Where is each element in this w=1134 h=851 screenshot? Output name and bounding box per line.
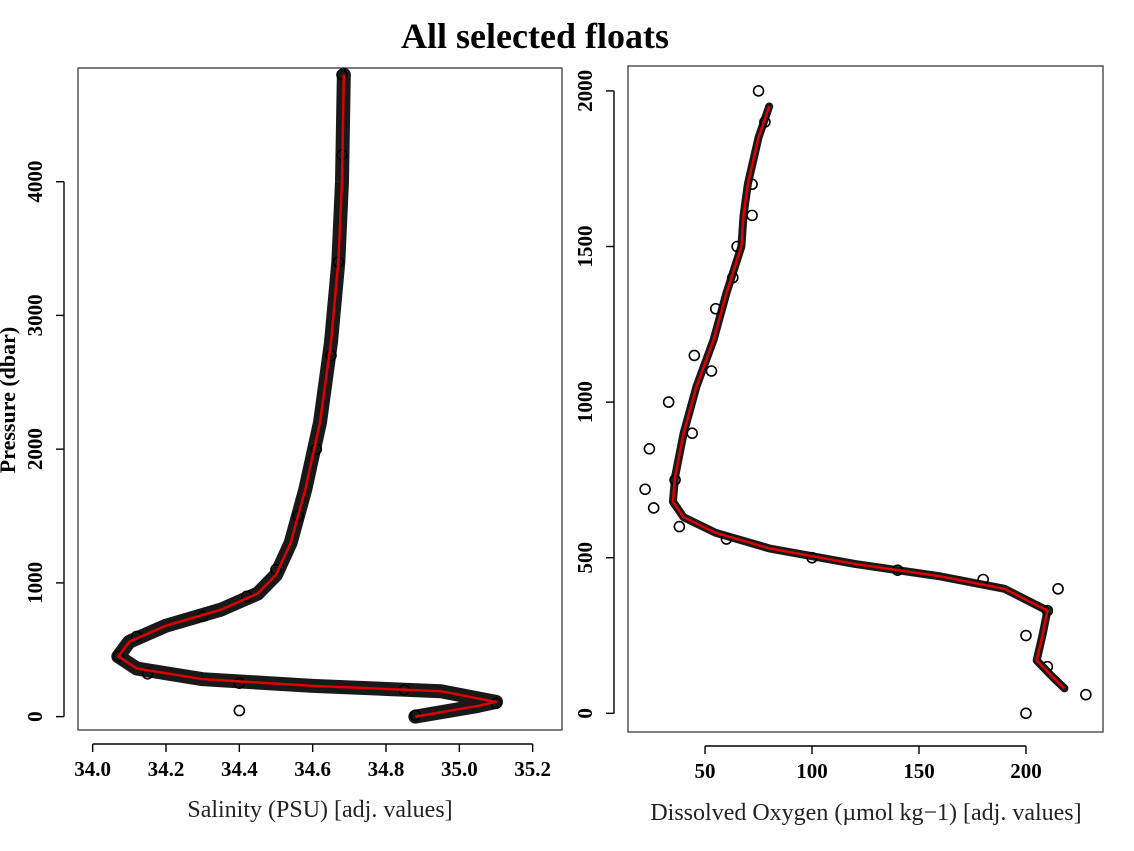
salinity-plot-frame	[77, 67, 563, 731]
oxygen-data-point	[1052, 583, 1064, 595]
oxygen-data-point	[643, 442, 656, 455]
oxygen-data-point	[752, 85, 765, 97]
salinity-y-tick-label: 4000	[23, 161, 47, 203]
salinity-x-tick-label: 35.0	[441, 757, 478, 781]
oxygen-x-tick-label: 100	[796, 759, 828, 783]
oxygen-mean-profile-line	[671, 106, 1066, 690]
oxygen-data-point	[705, 365, 718, 377]
oxygen-x-tick-label: 150	[903, 759, 935, 783]
oxygen-x-axis-label: Dissolved Oxygen (µmol kg−1) [adj. value…	[650, 800, 1081, 826]
salinity-x-tick-label: 34.2	[148, 757, 185, 781]
salinity-y-tick-label: 1000	[23, 562, 47, 604]
oxygen-x-tick-label: 200	[1010, 759, 1042, 783]
oxygen-data-point	[1020, 629, 1032, 642]
oxygen-y-tick-label: 1500	[573, 226, 597, 268]
figure-title: All selected floats	[401, 16, 669, 56]
oxygen-data-point	[647, 502, 660, 514]
salinity-x-axis-label: Salinity (PSU) [adj. values]	[187, 797, 452, 823]
oxygen-data-point	[688, 349, 701, 362]
oxygen-y-tick-label: 0	[573, 708, 597, 719]
salinity-mean-profile-line	[117, 74, 498, 718]
oxygen-data-point	[1080, 688, 1092, 701]
oxygen-plot-frame	[627, 65, 1104, 733]
oxygen-data-point	[1020, 707, 1032, 720]
oxygen-data-point	[639, 483, 651, 496]
salinity-y-tick-label: 3000	[23, 294, 47, 336]
salinity-x-tick-label: 34.8	[368, 757, 405, 781]
salinity-x-tick-label: 34.4	[221, 757, 258, 781]
salinity-data-point	[233, 704, 246, 717]
oxygen-y-tick-label: 2000	[573, 70, 597, 112]
salinity-y-tick-label: 0	[23, 711, 47, 722]
oxygen-y-tick-label: 500	[573, 542, 597, 574]
salinity-panel: 34.0 34.2 34.4 34.6 34.8 35.0 35.2 0 1000 2000 30…	[0, 67, 563, 823]
oxygen-x-tick-label: 50	[695, 759, 716, 783]
pressure-y-axis-label: Pressure (dbar)	[0, 327, 20, 473]
salinity-x-tick-label: 34.6	[294, 757, 331, 781]
oxygen-data-point	[673, 520, 686, 533]
salinity-x-tick-label: 35.2	[514, 757, 551, 781]
oxygen-y-tick-label: 1000	[573, 381, 597, 423]
oxygen-panel: 50 100 150 200 0 500 1000 1500 2000 Dissolved O…	[573, 65, 1104, 826]
salinity-y-tick-label: 2000	[23, 428, 47, 470]
oxygen-data-point	[662, 396, 675, 408]
salinity-x-tick-label: 34.0	[74, 757, 111, 781]
